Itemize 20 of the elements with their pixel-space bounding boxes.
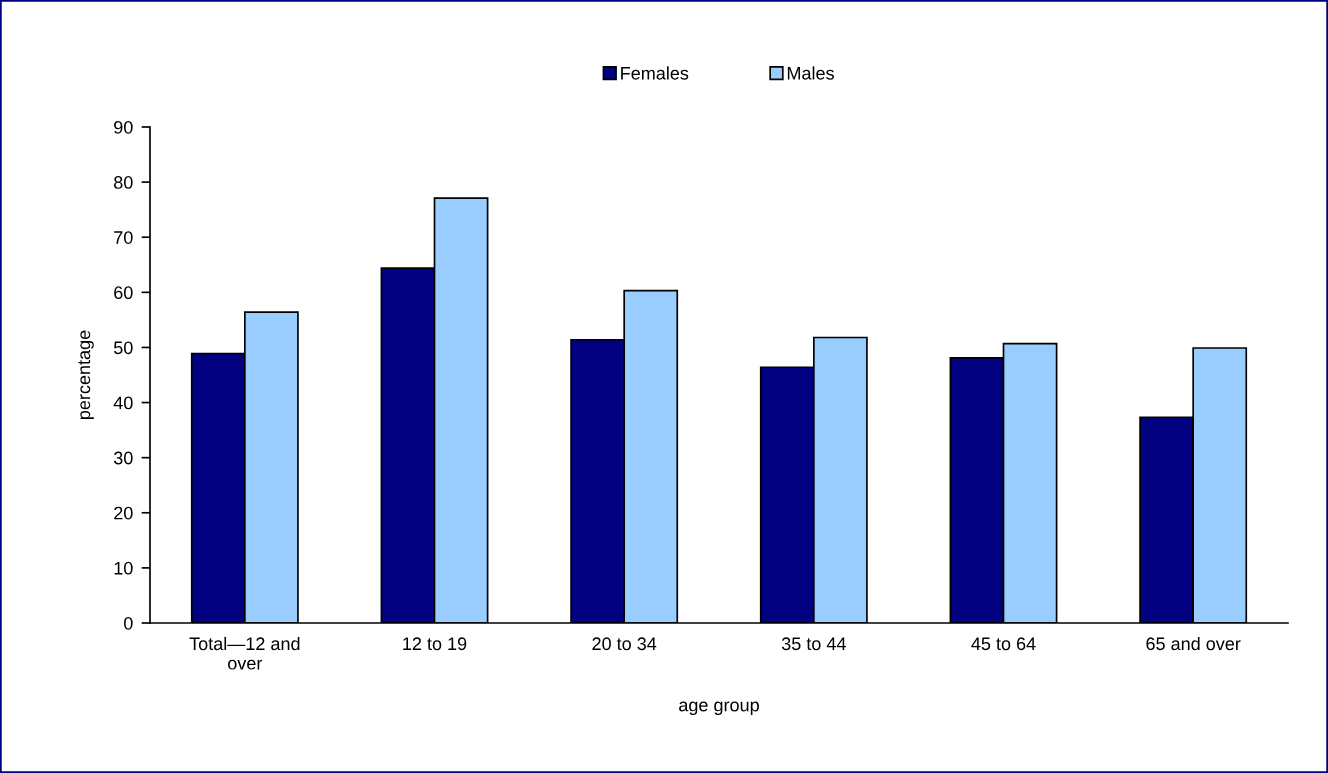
x-tick-label: 12 to 19 [403,637,467,651]
y-tick-label: 10 [114,561,133,575]
x-tick-label: 65 and over [1146,636,1241,651]
y-tick-label: 70 [114,231,133,244]
x-axis-title: age group [679,701,759,715]
legend-label: Females [621,66,689,80]
x-tick-label: 20 to 34 [592,637,657,651]
y-tick-label: 80 [114,176,133,189]
y-tick-label: 50 [113,341,133,355]
x-tick-label: 35 to 44 [781,637,846,651]
y-tick-label: 30 [113,451,133,465]
y-tick-label: 40 [113,396,133,410]
y-tick-label: 60 [114,286,133,300]
legend-label: Males [787,66,834,80]
y-axis-title: percentage [78,330,94,419]
x-tick-label: Total—12 and over [189,636,300,670]
y-tick-label: 90 [114,120,133,134]
x-tick-label: 45 to 64 [971,637,1036,651]
y-tick-label: 20 [114,506,133,520]
y-tick-label: 0 [124,616,133,630]
